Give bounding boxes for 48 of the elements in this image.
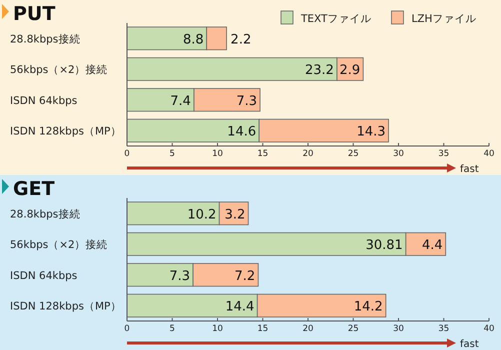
x-tick-label: 30 bbox=[393, 149, 404, 159]
data-label: 7.3 bbox=[169, 268, 190, 284]
x-tick-label: 15 bbox=[257, 324, 268, 334]
y-tick-label: ISDN 64kbps bbox=[10, 270, 78, 282]
x-tick-label: 20 bbox=[302, 324, 314, 334]
data-label: 23.2 bbox=[305, 63, 334, 78]
y-tick-label: ISDN 128kbps（MP） bbox=[10, 300, 122, 313]
x-tick-label: 30 bbox=[393, 324, 404, 334]
y-tick-label: ISDN 64kbps bbox=[10, 94, 78, 107]
data-label: 14.4 bbox=[225, 300, 254, 315]
x-tick-label: 40 bbox=[484, 324, 494, 334]
y-tick-label: 56kbps（×2）接続 bbox=[10, 63, 108, 76]
x-tick-label: 0 bbox=[124, 149, 130, 159]
data-label: 8.8 bbox=[182, 32, 204, 48]
x-tick-label: 10 bbox=[212, 324, 223, 334]
data-label: 14.2 bbox=[354, 300, 383, 315]
chart-title: PUT bbox=[13, 3, 56, 25]
text: fast bbox=[460, 164, 479, 175]
x-tick-label: 25 bbox=[348, 149, 359, 159]
y-tick-label: 56kbps（×2）接続 bbox=[10, 238, 108, 252]
data-label: 7.3 bbox=[236, 94, 258, 109]
chart-title: GET bbox=[13, 178, 55, 200]
text: fast bbox=[460, 339, 479, 350]
data-label: 30.81 bbox=[366, 238, 403, 254]
data-label: 2.9 bbox=[340, 63, 360, 78]
x-tick-label: 5 bbox=[170, 324, 175, 334]
data-label: 10.2 bbox=[187, 207, 216, 222]
y-tick-label: 28.8kbps接続 bbox=[10, 207, 80, 220]
data-label: 14.3 bbox=[356, 124, 386, 140]
x-tick-label: 15 bbox=[257, 149, 268, 159]
x-tick-label: 0 bbox=[124, 324, 130, 334]
data-label: 3.2 bbox=[224, 207, 246, 222]
data-label: 2.2 bbox=[230, 32, 252, 48]
data-label: 7.2 bbox=[234, 268, 256, 284]
x-tick-label: 40 bbox=[484, 149, 494, 159]
data-label: 7.4 bbox=[170, 94, 191, 109]
x-tick-label: 25 bbox=[348, 324, 359, 334]
x-tick-label: 35 bbox=[438, 149, 450, 159]
y-tick-label: ISDN 128kbps（MP） bbox=[10, 126, 122, 138]
x-tick-label: 5 bbox=[170, 149, 175, 159]
data-label: 4.4 bbox=[422, 238, 443, 254]
legend-label: TEXTファイル bbox=[300, 13, 372, 25]
y-tick-label: 28.8kbps接続 bbox=[10, 32, 80, 46]
x-tick-label: 20 bbox=[302, 149, 314, 159]
x-tick-label: 10 bbox=[212, 149, 223, 159]
data-label: 14.6 bbox=[227, 124, 256, 140]
legend-label: LZHファイル bbox=[411, 13, 476, 25]
x-tick-label: 35 bbox=[438, 324, 450, 334]
